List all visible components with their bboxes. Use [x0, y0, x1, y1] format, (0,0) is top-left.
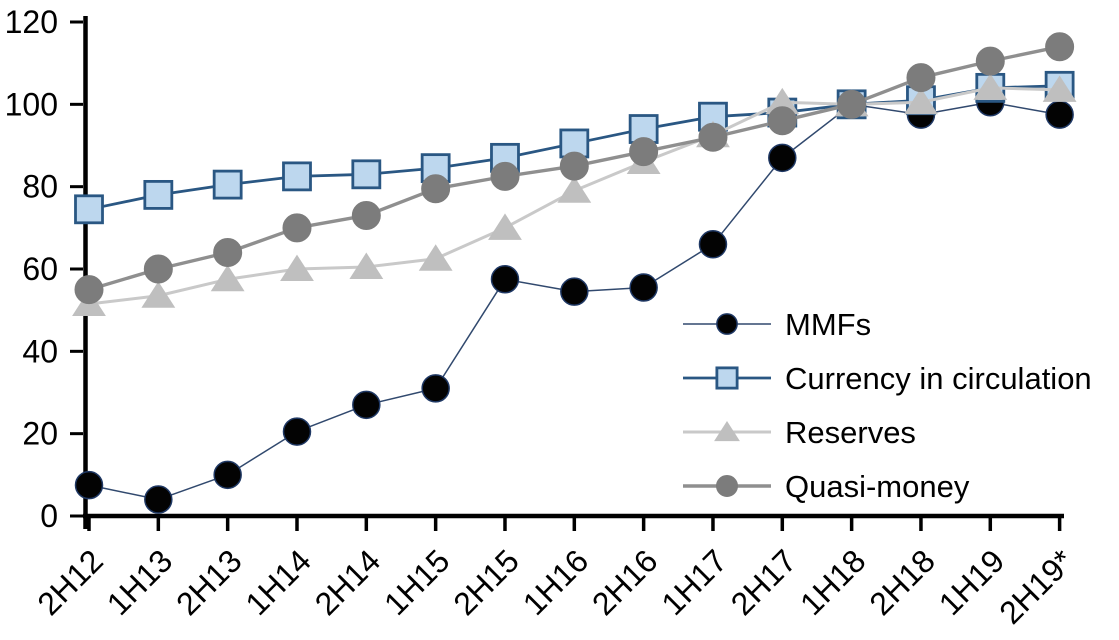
circle-marker: [1045, 100, 1074, 129]
circle-marker: [975, 46, 1005, 76]
triangle-marker: [904, 87, 938, 115]
legend-label-currency-in-circulation: Currency in circulation: [785, 360, 1092, 396]
legend-item-mmfs: MMFs: [683, 297, 1092, 351]
circle-marker: [74, 275, 104, 305]
triangle-marker: [280, 254, 314, 281]
y-tick-label: 120: [5, 4, 58, 40]
x-tick-label: 2H15: [446, 542, 526, 622]
circle-marker: [716, 475, 738, 497]
circle-marker: [560, 277, 589, 306]
x-tick-label: 2H19*: [992, 542, 1080, 630]
legend-label-quasi-money: Quasi-money: [785, 468, 970, 504]
legend: MMFs Currency in circulation Reserves Qu…: [683, 297, 1092, 513]
x-tick-label: 1H15: [377, 542, 457, 622]
triangle-marker: [973, 73, 1008, 100]
x-tick-label: 1H18: [793, 542, 873, 622]
legend-item-reserves: Reserves: [683, 405, 1092, 459]
circle-marker: [767, 106, 797, 136]
circle-marker: [352, 390, 381, 420]
triangle-marker: [557, 176, 592, 203]
circle-marker: [282, 213, 312, 243]
y-tick-label: 40: [22, 333, 58, 369]
x-tick-label: 1H16: [516, 542, 596, 622]
legend-marker-mmfs-circle-icon: [683, 313, 771, 335]
legend-label-reserves: Reserves: [785, 414, 916, 450]
y-tick-label: 20: [22, 416, 58, 452]
y-tick-label: 0: [40, 498, 58, 534]
circle-marker: [629, 273, 658, 302]
circle-marker: [698, 122, 728, 152]
x-tick-label: 2H16: [585, 542, 665, 622]
circle-marker: [768, 143, 797, 173]
triangle-marker: [141, 281, 176, 308]
square-marker: [143, 179, 174, 210]
triangle-marker: [210, 264, 245, 292]
circle-marker: [351, 200, 381, 230]
x-tick-label: 2H13: [169, 542, 249, 622]
circle-marker: [74, 470, 104, 500]
x-tick-label: 2H17: [724, 542, 804, 622]
circle-marker: [421, 174, 451, 204]
square-marker: [282, 161, 312, 192]
legend-marker-reserves-triangle-icon: [683, 420, 771, 442]
triangle-marker: [418, 244, 453, 271]
triangle-marker: [488, 213, 522, 240]
square-marker: [74, 194, 104, 225]
circle-marker: [837, 89, 867, 119]
circle-marker: [490, 265, 520, 294]
x-tick-label: 2H14: [308, 542, 388, 622]
circle-marker: [1045, 32, 1075, 62]
circle-marker: [143, 254, 173, 284]
circle-marker: [421, 374, 450, 403]
legend-item-currency-in-circulation: Currency in circulation: [683, 351, 1092, 405]
triangle-marker: [1042, 75, 1077, 102]
x-tick-label: 1H14: [238, 542, 318, 622]
legend-item-quasi-money: Quasi-money: [683, 459, 1092, 513]
circle-marker: [906, 63, 936, 93]
x-tick-label: 2H12: [30, 542, 110, 622]
square-marker: [715, 366, 739, 390]
legend-marker-quasi-money-circle-icon: [683, 475, 771, 497]
circle-marker: [490, 161, 520, 191]
circle-marker: [698, 230, 728, 259]
x-tick-label: 2H18: [862, 542, 942, 622]
triangle-marker: [349, 252, 384, 279]
x-tick-label: 1H13: [100, 542, 180, 622]
circle-marker: [213, 238, 243, 268]
legend-marker-currency-square-icon: [683, 366, 771, 390]
y-tick-label: 60: [22, 251, 58, 287]
circle-marker: [282, 417, 312, 446]
y-tick-label: 80: [22, 169, 58, 205]
triangle-marker: [714, 420, 740, 442]
x-tick-label: 1H17: [654, 542, 734, 622]
series-quasi-money: [74, 32, 1075, 305]
circle-marker: [213, 460, 242, 490]
square-marker: [212, 169, 243, 200]
y-tick-label: 100: [5, 86, 58, 122]
circle-marker: [144, 485, 173, 514]
circle-marker: [716, 313, 738, 335]
square-marker: [351, 159, 382, 190]
circle-marker: [629, 137, 659, 167]
circle-marker: [559, 151, 589, 181]
legend-label-mmfs: MMFs: [785, 306, 872, 342]
